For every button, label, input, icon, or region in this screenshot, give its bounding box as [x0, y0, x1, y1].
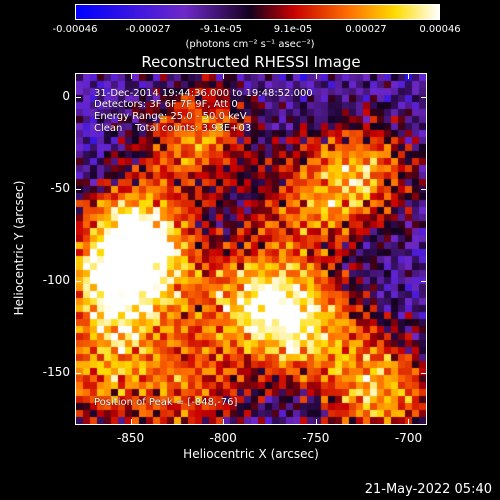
colorbar-tick-label: -0.00027 — [125, 24, 171, 35]
y-tick-mark — [421, 96, 427, 98]
annotation-energy-range: Energy Range: 25.0 - 50.0 keV — [94, 111, 247, 122]
y-tick-mark — [421, 373, 427, 375]
x-tick-mark — [315, 419, 317, 425]
heatmap-image — [76, 74, 426, 424]
colorbar-tick-label: -9.1e-05 — [200, 24, 242, 35]
chart-title: Reconstructed RHESSI Image — [141, 53, 361, 71]
y-tick-label: -50 — [50, 181, 70, 196]
plot-frame — [75, 73, 427, 425]
x-tick-label: -750 — [302, 431, 330, 445]
x-tick-mark — [315, 73, 317, 79]
x-tick-label: -700 — [394, 431, 423, 445]
colorbar-tick-label: -0.00046 — [52, 24, 98, 35]
x-tick-mark — [408, 419, 410, 425]
y-tick-mark — [421, 281, 427, 283]
colorbar-units: (photons cm⁻² s⁻¹ asec⁻²) — [185, 39, 315, 50]
x-tick-mark — [223, 73, 225, 79]
x-tick-label: -800 — [209, 431, 237, 445]
colorbar-tick-label: 9.1e-05 — [273, 24, 313, 35]
y-tick-mark — [75, 373, 81, 375]
x-axis-label: Heliocentric X (arcsec) — [183, 447, 319, 461]
colorbar-tick-label: 0.00046 — [419, 24, 461, 35]
colorbar-tick-label: 0.00027 — [345, 24, 387, 35]
y-axis-label: Heliocentric Y (arcsec) — [12, 180, 26, 316]
annotation-time-range: 31-Dec-2014 19:44:36.000 to 19:48:52.000 — [94, 88, 313, 99]
annotation-clean: Clean Total counts: 3.93E+03 — [94, 123, 252, 134]
x-tick-mark — [408, 73, 410, 79]
annotation-peak-position: Position of Peak = [-848,-76] — [94, 397, 238, 408]
x-tick-mark — [130, 419, 132, 425]
y-tick-label: -100 — [42, 273, 70, 288]
y-tick-label: -150 — [42, 365, 70, 380]
x-tick-label: -850 — [116, 431, 145, 445]
x-tick-mark — [130, 73, 132, 79]
y-tick-mark — [75, 281, 81, 283]
annotation-detectors: Detectors: 3F 6F 7F 9F, Att 0 — [94, 99, 238, 110]
y-tick-label: 0 — [62, 88, 70, 103]
y-tick-mark — [75, 189, 81, 191]
y-tick-mark — [421, 189, 427, 191]
render-timestamp: 21-May-2022 05:40 — [364, 482, 492, 497]
x-tick-mark — [223, 419, 225, 425]
y-tick-mark — [75, 96, 81, 98]
colorbar — [75, 4, 440, 20]
